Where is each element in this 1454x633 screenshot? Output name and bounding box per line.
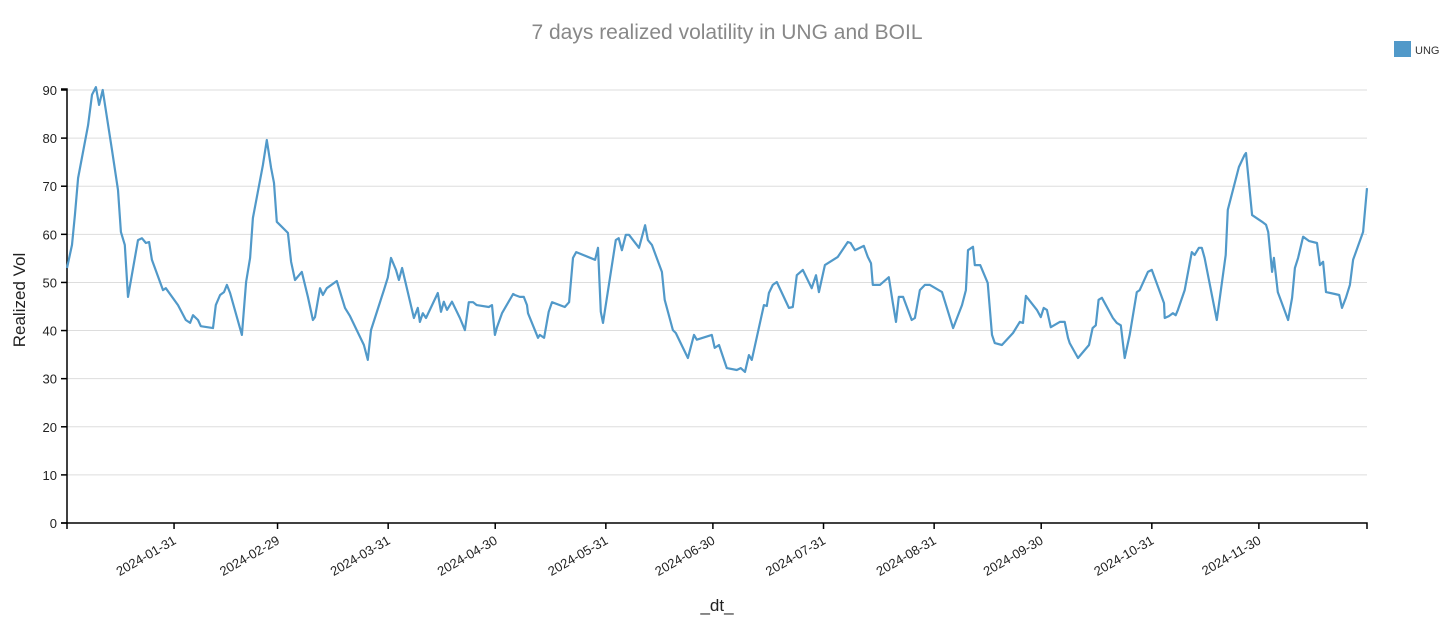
y-tick-label: 90 (43, 83, 57, 98)
x-tick-label: 2024-11-30 (1199, 533, 1263, 579)
x-tick-label: 2024-02-29 (217, 533, 282, 579)
x-tick-label: 2024-08-31 (874, 533, 939, 579)
x-tick-label: 2024-04-30 (435, 533, 500, 579)
y-tick-label: 20 (43, 420, 57, 435)
y-tick-label: 70 (43, 179, 57, 194)
x-axis-title: _dt_ (699, 596, 734, 615)
y-tick-label: 0 (50, 516, 57, 531)
x-tick-label: 2024-05-31 (545, 533, 610, 579)
legend-swatch-ung (1394, 41, 1411, 57)
y-tick-label: 50 (43, 275, 57, 290)
x-axis: 2024-01-31 2024-02-29 2024-03-31 2024-04-30… (66, 522, 1368, 579)
y-tick-label: 10 (43, 468, 57, 483)
x-tick-label: 2024-01-31 (113, 533, 178, 579)
x-tick-label: 2024-03-31 (328, 533, 393, 579)
x-tick-label: 2024-10-31 (1091, 533, 1156, 579)
y-tick-label: 30 (43, 372, 57, 387)
gridlines (67, 89, 1367, 524)
legend: UNG (1394, 41, 1439, 57)
y-tick-label: 40 (43, 324, 57, 339)
x-tick-label: 2024-07-31 (763, 533, 828, 579)
x-tick-label: 2024-06-30 (652, 533, 717, 579)
y-axis-title: Realized Vol (10, 253, 29, 348)
y-axis: 0 10 20 30 40 50 60 70 80 90 (43, 83, 68, 531)
x-axis-line (66, 522, 1368, 529)
y-tick-label: 80 (43, 131, 57, 146)
y-tick-label: 60 (43, 227, 57, 242)
chart-title: 7 days realized volatility in UNG and BO… (531, 21, 922, 44)
legend-label-ung: UNG (1415, 45, 1439, 57)
y-axis-line (61, 88, 68, 524)
series-layer (65, 86, 1369, 373)
x-tick-label: 2024-09-30 (981, 533, 1046, 579)
series-line-ung (65, 86, 1369, 373)
